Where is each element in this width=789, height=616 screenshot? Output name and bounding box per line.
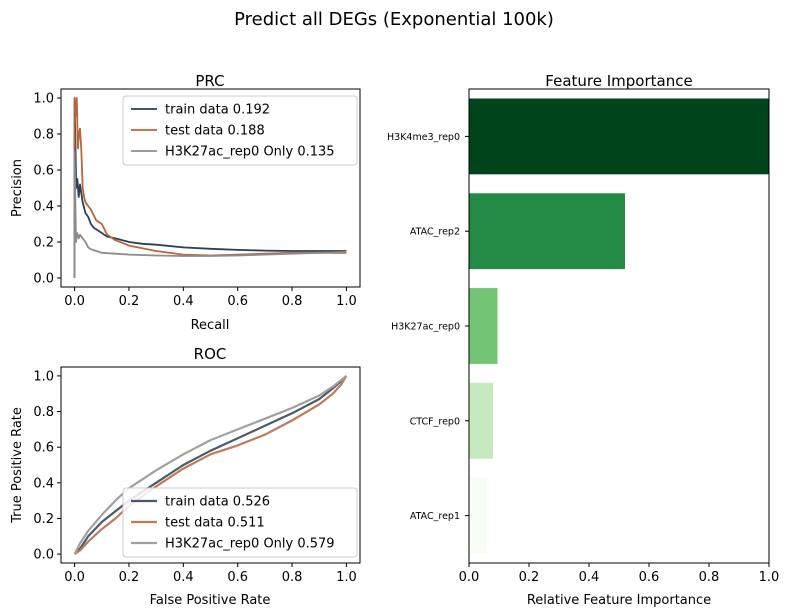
fi-bar-CTCF_rep0 xyxy=(469,382,493,459)
prc-series-line-0 xyxy=(73,97,347,278)
prc-axes-frame xyxy=(60,88,361,288)
feature-importance-panel: Feature Importance H3K4me3_rep0 ATAC_rep2… xyxy=(387,72,779,608)
roc-panel: ROC 0.0 0.2 0.4 0.6 0.8 1.0 0.0 0.2 0.4 0.6 0.8 1.0… xyxy=(10,345,361,608)
roc-y-tick-label: 0.0 xyxy=(33,548,54,563)
prc-legend-label: test data 0.188 xyxy=(165,124,265,139)
fi-bar-H3K4me3_rep0 xyxy=(469,98,769,175)
prc-y-tick-label: 0.8 xyxy=(33,128,54,143)
fi-x-tick-label: 0.0 xyxy=(459,570,480,585)
prc-y-tick-label: 0.4 xyxy=(33,200,54,215)
roc-y-tick-label: 0.6 xyxy=(33,441,54,456)
prc-legend-box xyxy=(122,95,358,166)
roc-series-line-2 xyxy=(73,375,348,555)
prc-x-tick-label: 1.0 xyxy=(336,294,357,309)
roc-x-label: False Positive Rate xyxy=(150,593,271,608)
roc-series-line-1 xyxy=(73,375,348,556)
prc-y-tick-label: 0.0 xyxy=(33,272,54,287)
prc-x-tick-label: 0.4 xyxy=(173,294,194,309)
roc-title: ROC xyxy=(194,345,227,363)
fi-category-label: CTCF_rep0 xyxy=(410,416,460,427)
prc-legend-label: train data 0.192 xyxy=(165,103,270,118)
fi-category-label: H3K27ac_rep0 xyxy=(391,322,460,333)
fi-category-label: ATAC_rep1 xyxy=(410,511,460,522)
roc-legend-label: train data 0.526 xyxy=(165,495,270,510)
prc-x-tick-label: 0.0 xyxy=(64,294,85,309)
prc-legend-label: H3K27ac_rep0 Only 0.135 xyxy=(165,145,335,160)
roc-y-tick-label: 1.0 xyxy=(33,369,54,384)
fi-x-tick-label: 0.2 xyxy=(519,570,540,585)
fi-bars xyxy=(469,98,769,554)
roc-y-label: True Positive Rate xyxy=(10,407,25,524)
roc-series-line-0 xyxy=(73,375,348,555)
figure-title: Predict all DEGs (Exponential 100k) xyxy=(234,9,554,30)
roc-lines xyxy=(73,375,348,556)
roc-x-tick-label: 0.6 xyxy=(227,570,248,585)
prc-x-tick-label: 0.8 xyxy=(282,294,303,309)
prc-y-tick-label: 1.0 xyxy=(33,92,54,107)
roc-axes-frame xyxy=(60,366,361,564)
fi-x-label: Relative Feature Importance xyxy=(527,593,711,608)
roc-y-tick-label: 0.4 xyxy=(33,476,54,491)
prc-title: PRC xyxy=(195,72,224,90)
roc-x-tick-label: 0.0 xyxy=(64,570,85,585)
prc-y-label: Precision xyxy=(10,159,25,217)
roc-x-tick-label: 0.4 xyxy=(173,570,194,585)
prc-x-tick-label: 0.6 xyxy=(227,294,248,309)
fi-category-label: ATAC_rep2 xyxy=(410,227,460,238)
fi-title: Feature Importance xyxy=(545,72,692,90)
roc-legend-label: test data 0.511 xyxy=(165,516,265,531)
roc-legend: train data 0.526 test data 0.511 H3K27ac_r… xyxy=(122,487,358,558)
fi-category-label: H3K4me3_rep0 xyxy=(387,132,460,143)
fi-bar-ATAC_rep1 xyxy=(469,477,487,554)
roc-y-tick-label: 0.8 xyxy=(33,405,54,420)
roc-x-tick-label: 0.8 xyxy=(282,570,303,585)
fi-bar-H3K27ac_rep0 xyxy=(469,288,498,364)
prc-legend: train data 0.192 test data 0.188 H3K27ac_r… xyxy=(122,95,358,166)
roc-legend-label: H3K27ac_rep0 Only 0.579 xyxy=(165,537,335,552)
fi-x-tick-label: 0.4 xyxy=(579,570,600,585)
fi-x-tick-label: 0.6 xyxy=(639,570,660,585)
prc-series-line-2 xyxy=(73,151,347,278)
prc-y-tick-label: 0.2 xyxy=(33,236,54,251)
prc-panel: PRC 0.0 0.2 0.4 0.6 0.8 1.0 0.0 0.2 0.4 0.6 0.8 1.0… xyxy=(10,72,361,333)
roc-x-tick-label: 1.0 xyxy=(336,570,357,585)
prc-lines xyxy=(73,97,347,278)
roc-legend-box xyxy=(122,487,358,558)
fi-x-tick-label: 0.8 xyxy=(699,570,720,585)
fi-bar-ATAC_rep2 xyxy=(469,193,625,270)
prc-x-tick-label: 0.2 xyxy=(119,294,140,309)
roc-x-tick-label: 0.2 xyxy=(119,570,140,585)
prc-x-label: Recall xyxy=(191,318,230,333)
roc-y-tick-label: 0.2 xyxy=(33,512,54,527)
prc-y-tick-label: 0.6 xyxy=(33,164,54,179)
fi-x-tick-label: 1.0 xyxy=(759,570,780,585)
